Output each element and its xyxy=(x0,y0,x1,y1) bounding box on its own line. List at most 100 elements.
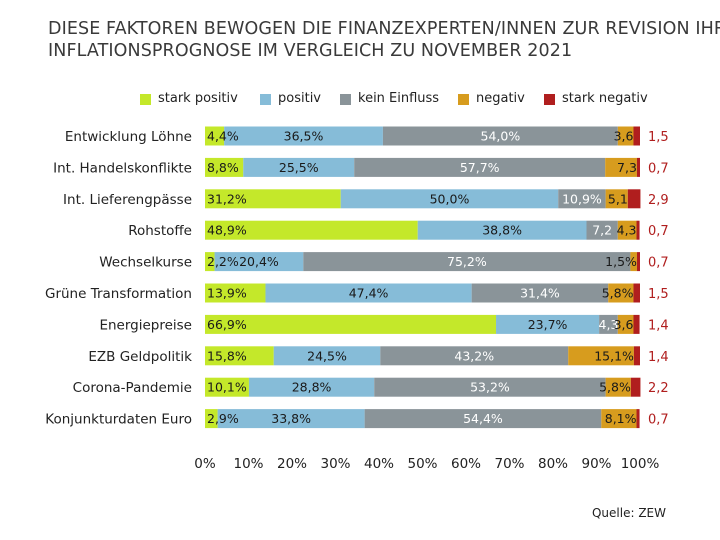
category-label-int-lieferengpässe: Int. Lieferengpässe xyxy=(63,192,192,208)
data-label-kein-einfluss-int-handelskonflikte: 57,7% xyxy=(460,160,500,175)
data-label-negativ-grüne-transformation: 5,8% xyxy=(602,286,634,301)
bar-negativ-int-handelskonflikte xyxy=(605,157,637,177)
bar-negativ-ezb-geldpolitik xyxy=(568,346,634,366)
bar-positiv-int-handelskonflikte xyxy=(243,157,355,177)
data-label-negativ-energiepreise: 3,6 xyxy=(614,317,634,332)
data-label-positiv-grüne-transformation: 47,4% xyxy=(349,286,389,301)
bar-stark-positiv-wechselkurse xyxy=(205,252,215,272)
data-label-stark-negativ-ezb-geldpolitik: 1,4 xyxy=(648,350,669,365)
data-label-kein-einfluss-ezb-geldpolitik: 43,2% xyxy=(454,348,494,363)
data-label-kein-einfluss-int-lieferengpässe: 10,9% xyxy=(562,191,602,206)
data-label-positiv-int-handelskonflikte: 25,5% xyxy=(279,160,319,175)
bar-stark-positiv-energiepreise xyxy=(205,314,497,334)
data-label-negativ-konjunkturdaten-euro: 8,1% xyxy=(605,411,637,426)
x-tick-label-5: 50% xyxy=(407,456,437,472)
source-note: Quelle: ZEW xyxy=(591,506,666,520)
chart-title-line-2: INFLATIONSPROGNOSE IM VERGLEICH ZU NOVEM… xyxy=(48,41,573,61)
x-tick-label-10: 100% xyxy=(621,456,660,472)
data-label-stark-negativ-wechselkurse: 0,7 xyxy=(648,256,669,271)
bar-positiv-rohstoffe xyxy=(417,220,587,240)
x-tick-label-7: 70% xyxy=(494,456,524,472)
legend-swatch-negativ xyxy=(458,94,469,105)
category-label-rohstoffe: Rohstoffe xyxy=(128,223,192,239)
bar-positiv-grüne-transformation xyxy=(265,283,472,303)
bar-stark-negativ-ezb-geldpolitik xyxy=(633,346,640,366)
legend-swatch-kein-einfluss xyxy=(340,94,351,105)
bar-stark-positiv-int-lieferengpässe xyxy=(205,189,341,209)
chart-title: DIESE FAKTOREN BEWOGEN DIE FINANZEXPERTE… xyxy=(48,18,720,62)
bar-stark-negativ-wechselkurse xyxy=(636,252,640,272)
bar-stark-negativ-entwicklung-löhne xyxy=(633,126,640,146)
category-label-wechselkurse: Wechselkurse xyxy=(99,255,192,271)
bar-stark-negativ-konjunkturdaten-euro xyxy=(636,409,640,429)
data-label-stark-negativ-entwicklung-löhne: 1,5 xyxy=(648,130,669,145)
bar-kein-einfluss-corona-pandemie xyxy=(374,377,606,397)
data-label-positiv-corona-pandemie: 28,8% xyxy=(292,380,332,395)
bar-stark-negativ-int-lieferengpässe xyxy=(627,189,641,209)
bar-stark-positiv-konjunkturdaten-euro xyxy=(205,409,218,429)
data-label-positiv-entwicklung-löhne: 36,5% xyxy=(284,129,324,144)
data-label-positiv-konjunkturdaten-euro: 33,8% xyxy=(271,411,311,426)
category-label-konjunkturdaten-euro: Konjunkturdaten Euro xyxy=(45,412,192,428)
data-label-stark-positiv-int-lieferengpässe: 31,2% xyxy=(207,191,247,206)
bar-stark-negativ-int-handelskonflikte xyxy=(636,157,640,177)
category-label-energiepreise: Energiepreise xyxy=(99,317,192,333)
x-tick-label-8: 80% xyxy=(538,456,568,472)
legend-swatch-stark-negativ xyxy=(544,94,555,105)
bar-stark-positiv-rohstoffe xyxy=(205,220,418,240)
bar-kein-einfluss-energiepreise xyxy=(599,314,618,334)
category-label-corona-pandemie: Corona-Pandemie xyxy=(73,380,192,396)
bar-negativ-int-lieferengpässe xyxy=(605,189,628,209)
data-label-kein-einfluss-wechselkurse: 75,2% xyxy=(447,254,487,269)
data-label-negativ-entwicklung-löhne: 3,6 xyxy=(614,129,634,144)
legend-label-negativ: negativ xyxy=(476,91,525,106)
legend-label-positiv: positiv xyxy=(278,91,321,106)
bar-stark-positiv-int-handelskonflikte xyxy=(205,157,244,177)
data-label-stark-positiv-wechselkurse: 2,2% xyxy=(207,254,239,269)
data-label-stark-negativ-energiepreise: 1,4 xyxy=(648,318,669,333)
bar-kein-einfluss-int-lieferengpässe xyxy=(558,189,606,209)
x-tick-label-2: 20% xyxy=(277,456,307,472)
x-tick-label-1: 10% xyxy=(233,456,263,472)
category-label-entwicklung-löhne: Entwicklung Löhne xyxy=(65,129,192,145)
bar-negativ-wechselkurse xyxy=(630,252,637,272)
data-label-stark-positiv-entwicklung-löhne: 4,4% xyxy=(207,129,239,144)
bar-negativ-grüne-transformation xyxy=(608,283,634,303)
bar-kein-einfluss-grüne-transformation xyxy=(471,283,609,303)
x-tick-label-6: 60% xyxy=(451,456,481,472)
data-label-stark-negativ-corona-pandemie: 2,2 xyxy=(648,381,669,396)
x-tick-label-3: 30% xyxy=(320,456,350,472)
bar-stark-positiv-ezb-geldpolitik xyxy=(205,346,274,366)
data-label-stark-negativ-konjunkturdaten-euro: 0,7 xyxy=(648,413,669,428)
x-tick-label-9: 90% xyxy=(581,456,611,472)
bar-kein-einfluss-rohstoffe xyxy=(586,220,618,240)
bar-negativ-energiepreise xyxy=(617,314,634,334)
data-label-kein-einfluss-grüne-transformation: 31,4% xyxy=(520,286,560,301)
bar-stark-negativ-corona-pandemie xyxy=(630,377,641,397)
data-label-stark-positiv-rohstoffe: 48,9% xyxy=(207,223,247,238)
data-label-stark-positiv-ezb-geldpolitik: 15,8% xyxy=(207,348,247,363)
data-label-kein-einfluss-entwicklung-löhne: 54,0% xyxy=(481,129,521,144)
bar-negativ-corona-pandemie xyxy=(605,377,631,397)
category-label-int-handelskonflikte: Int. Handelskonflikte xyxy=(53,160,192,176)
legend-swatch-positiv xyxy=(260,94,271,105)
data-label-negativ-wechselkurse: 1,5% xyxy=(605,254,637,269)
data-label-stark-positiv-corona-pandemie: 10,1% xyxy=(207,380,247,395)
x-tick-label-4: 40% xyxy=(364,456,394,472)
data-label-negativ-rohstoffe: 4,3 xyxy=(617,223,637,238)
data-label-positiv-energiepreise: 23,7% xyxy=(528,317,568,332)
legend-label-stark-positiv: stark positiv xyxy=(158,91,238,106)
legend-label-stark-negativ: stark negativ xyxy=(562,91,648,106)
data-label-positiv-ezb-geldpolitik: 24,5% xyxy=(307,348,347,363)
bar-stark-negativ-energiepreise xyxy=(633,314,640,334)
bar-kein-einfluss-konjunkturdaten-euro xyxy=(364,409,602,429)
bar-kein-einfluss-ezb-geldpolitik xyxy=(380,346,569,366)
bar-stark-negativ-rohstoffe xyxy=(636,220,640,240)
data-label-negativ-int-handelskonflikte: 7,3 xyxy=(617,160,637,175)
data-label-kein-einfluss-rohstoffe: 7,2 xyxy=(592,223,612,238)
bar-negativ-konjunkturdaten-euro xyxy=(601,409,637,429)
bar-kein-einfluss-wechselkurse xyxy=(303,252,631,272)
data-label-stark-negativ-grüne-transformation: 1,5 xyxy=(648,287,669,302)
